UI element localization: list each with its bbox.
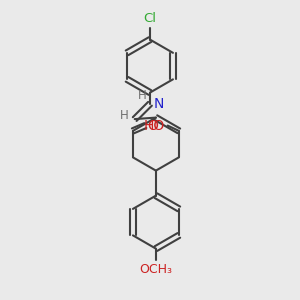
Text: H: H bbox=[137, 89, 146, 102]
Text: N: N bbox=[154, 98, 164, 111]
Text: H: H bbox=[119, 109, 128, 122]
Text: Cl: Cl bbox=[143, 12, 157, 25]
Text: HO: HO bbox=[144, 118, 165, 133]
Text: OCH₃: OCH₃ bbox=[140, 263, 172, 276]
Text: O: O bbox=[148, 118, 158, 133]
